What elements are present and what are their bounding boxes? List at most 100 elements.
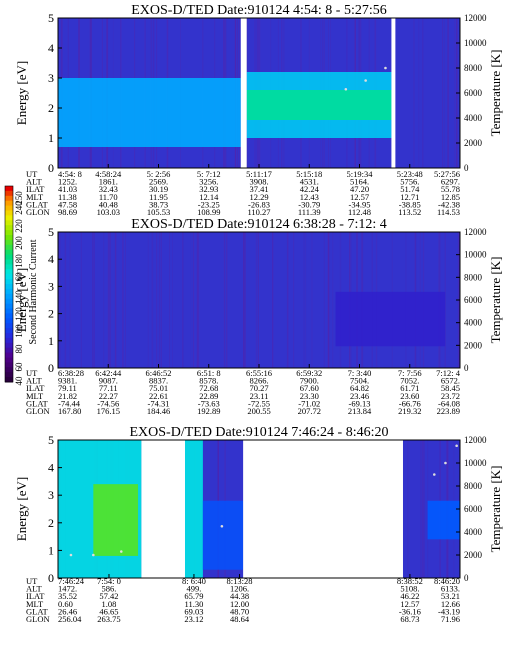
panel-2-ephemeris-cell: -69.13 — [349, 398, 371, 408]
panel-1-ephemeris-label: MLT — [26, 192, 44, 202]
panel-1-y2-tick-label: 6000 — [464, 88, 483, 98]
panel-2-ephemeris-cell: 7:12: 4 — [436, 368, 461, 378]
panel-3-temperature-point — [92, 553, 95, 557]
panel-2-noise-streak — [323, 232, 325, 368]
panel-1-data-gap-2 — [391, 18, 396, 168]
colorbar-segment — [5, 308, 13, 314]
panel-3-ephemeris-cell: -36.16 — [399, 606, 421, 616]
panel-2-ephemeris-label: MLT — [26, 391, 44, 401]
panel-1-ephemeris-cell: 12.85 — [441, 192, 460, 202]
panel-1-ephemeris-label: ALT — [26, 177, 43, 187]
panel-3-ephemeris-cell: 7:54: 0 — [97, 576, 121, 586]
panel-3-intensity-band-3 — [184, 440, 203, 578]
panel-2-ephemeris-cell: 79.11 — [58, 383, 77, 393]
panel-3-y-tick-label: 5 — [48, 433, 54, 447]
panel-1-ephemeris-cell: -38.85 — [399, 199, 421, 209]
panel-1-y2-tick-label: 12000 — [464, 13, 487, 23]
panel-2-noise-streak — [160, 232, 162, 368]
panel-2-ephemeris-cell: 58.45 — [441, 383, 460, 393]
panel-1-ephemeris-cell: 4:54: 8 — [58, 169, 82, 179]
panel-2-ephemeris-cell: 9381. — [58, 376, 77, 386]
panel-1-ephemeris-cell: 37.41 — [249, 184, 268, 194]
panel-3-data-gap-2 — [243, 440, 403, 578]
colorbar-segment — [5, 337, 13, 344]
panel-3-ephemeris-cell: 8:38:52 — [397, 576, 423, 586]
panel-3-ephemeris-cell: 26.46 — [58, 606, 77, 616]
panel-2-noise-streak — [80, 232, 82, 368]
panel-2-y2-tick-label: 8000 — [464, 272, 483, 282]
panel-3-intensity-band-5 — [427, 500, 460, 540]
panel-2-noise-streak — [169, 232, 170, 368]
panel-2-ephemeris-cell: -72.55 — [248, 398, 270, 408]
panel-1-ephemeris-cell: 41.03 — [58, 184, 77, 194]
colorbar-tick-label: 60 — [14, 362, 24, 372]
panel-1-temperature-point — [364, 79, 367, 82]
panel-3-intensity-band-4 — [202, 500, 244, 570]
panel-2-ephemeris-cell: -74.56 — [97, 398, 119, 408]
panel-1-ephemeris-cell: 12.71 — [400, 192, 419, 202]
colorbar-tick-label: 140 — [14, 290, 24, 304]
panel-3-y2-tick-label: 0 — [464, 573, 469, 583]
panel-1-noise-streak — [442, 18, 443, 168]
panel-3-noise-streak — [423, 440, 425, 578]
panel-1-ephemeris-cell: -30.79 — [298, 199, 320, 209]
panel-2-y2-tick-label: 0 — [464, 363, 469, 373]
panel-2-noise-streak — [327, 232, 330, 368]
panel-2-ephemeris-cell: 223.89 — [437, 406, 460, 416]
panel-2-noise-streak — [58, 232, 60, 368]
panel-3-ephemeris-label: MLT — [26, 599, 44, 609]
colorbar-segment — [5, 195, 13, 202]
panel-1-ephemeris-cell: -34.95 — [349, 199, 371, 209]
panel-3-ephemeris-cell: 46.65 — [99, 606, 118, 616]
colorbar-segment — [5, 210, 13, 216]
panel-1-ephemeris-cell: 111.39 — [298, 207, 321, 217]
panel-1-ephemeris-cell: 5: 7:12 — [197, 169, 221, 179]
panel-2-noise-streak — [257, 232, 259, 368]
colorbar-tick-label: 160 — [14, 272, 24, 286]
colorbar-tick-label: 220 — [14, 219, 24, 233]
panel-2-ephemeris-cell: 167.80 — [58, 406, 81, 416]
panel-2-noise-streak — [59, 232, 61, 368]
panel-2-ephemeris-cell: -66.76 — [399, 398, 421, 408]
panel-3-ephemeris-cell: 48.64 — [230, 614, 250, 624]
panel-1-ephemeris-cell: 4531. — [300, 177, 319, 187]
panel-2-ephemeris-cell: 7504. — [350, 376, 369, 386]
panel-3-ephemeris-label: ILAT — [26, 591, 45, 601]
panel-2-noise-streak — [93, 232, 95, 368]
panel-2-noise-streak — [192, 232, 195, 368]
colorbar-segment — [5, 279, 13, 285]
panel-3-y2-tick-label: 10000 — [464, 458, 487, 468]
panel-1-y-tick-label: 4 — [48, 41, 54, 55]
panel-2-y2-tick-label: 12000 — [464, 227, 487, 237]
panel-2-noise-streak — [287, 232, 289, 368]
panel-3-ephemeris-cell: 8:13:28 — [227, 576, 253, 586]
panel-3-ephemeris-cell: 48.70 — [230, 606, 249, 616]
panel-2-ephemeris-cell: 75.01 — [149, 383, 168, 393]
colorbar-segment — [5, 352, 13, 358]
colorbar-segment — [5, 372, 13, 378]
colorbar-tick-label: 120 — [14, 307, 24, 321]
panel-2-ephemeris-cell: 23.11 — [250, 391, 269, 401]
panel-1-ephemeris-cell: 5: 2:56 — [147, 169, 171, 179]
panel-3-y2-tick-label: 12000 — [464, 435, 487, 445]
panel-2-noise-streak — [332, 232, 334, 368]
panel-3-ephemeris-cell: 57.42 — [99, 591, 118, 601]
panel-2-noise-streak — [92, 232, 94, 368]
colorbar-tick-label: 240 — [14, 201, 24, 215]
panel-1-y-tick-label: 1 — [48, 131, 54, 145]
colorbar-segment — [5, 284, 13, 290]
panel-2-ephemeris-cell: 6:59:32 — [296, 368, 322, 378]
panel-1-ephemeris-cell: 5164. — [350, 177, 369, 187]
panel-2-ephemeris-cell: 23.60 — [400, 391, 419, 401]
panel-2-y-tick-label: 2 — [48, 307, 54, 321]
colorbar-segment — [5, 190, 13, 197]
colorbar-segment — [5, 186, 13, 192]
panel-2-ephemeris-cell: 6572. — [441, 376, 460, 386]
panel-2-y-tick-label: 1 — [48, 334, 54, 348]
colorbar-tick-label: 100 — [14, 324, 24, 338]
panel-1-ephemeris-cell: 110.27 — [247, 207, 270, 217]
panel-2-ephemeris-cell: 23.46 — [350, 391, 369, 401]
panel-2-noise-streak — [286, 232, 288, 368]
panel-2-noise-streak — [182, 232, 184, 368]
